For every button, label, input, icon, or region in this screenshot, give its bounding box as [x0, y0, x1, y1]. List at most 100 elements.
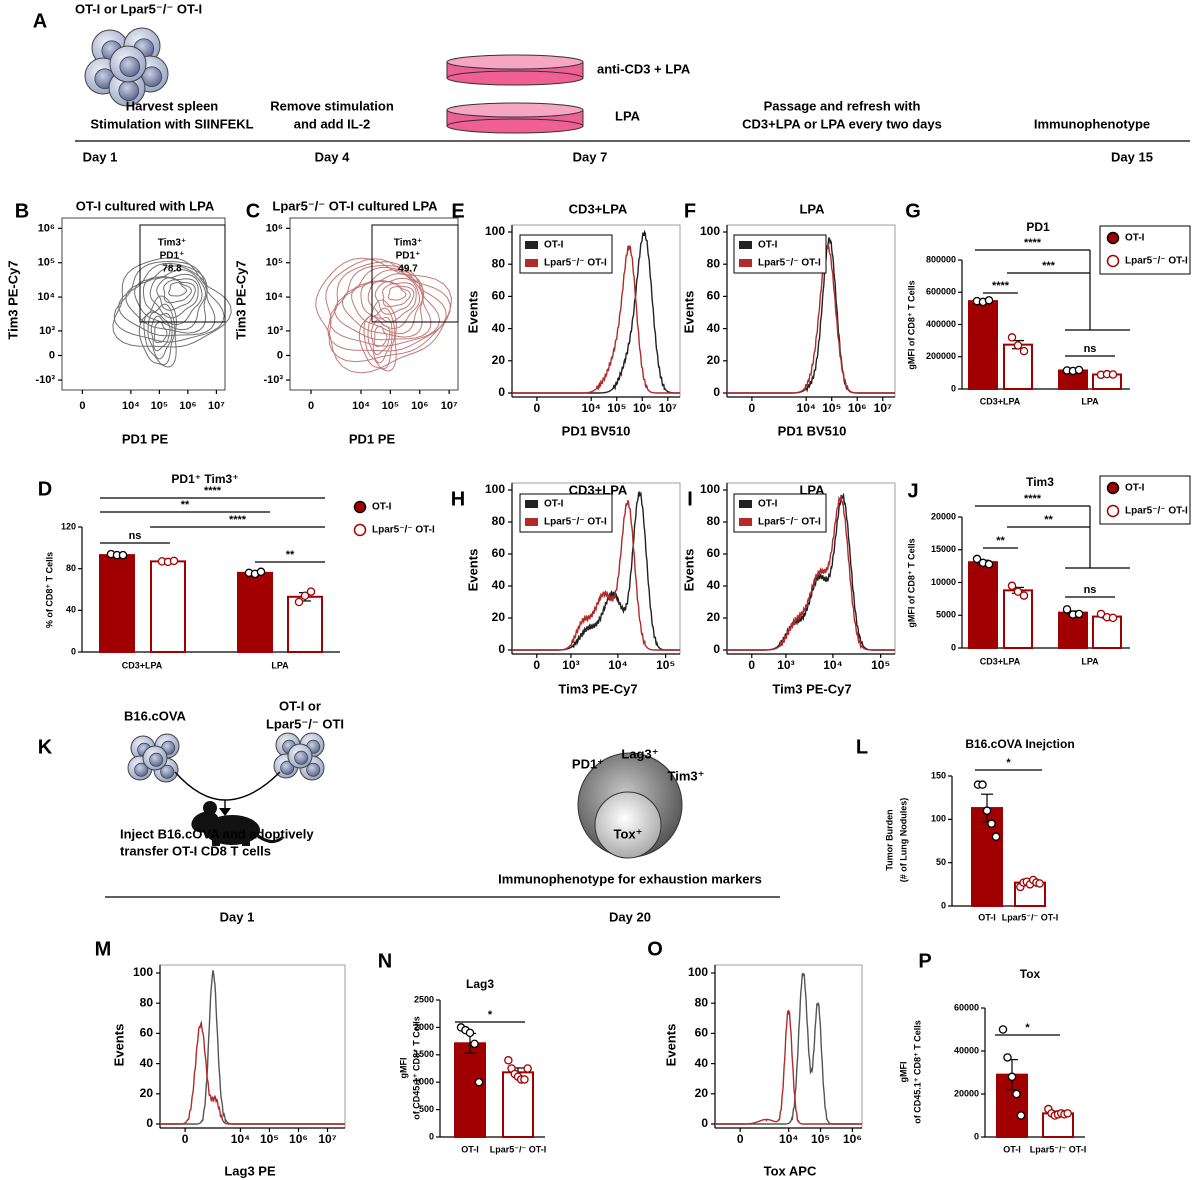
x-tick-label: LPA: [1081, 396, 1099, 406]
x-axis-label: PD1 PE: [122, 431, 169, 446]
y-tick-label: 0: [498, 642, 505, 656]
panel-title: LPA: [799, 201, 825, 216]
contour: [156, 276, 196, 311]
panel-letter: J: [907, 480, 918, 502]
y-tick-label: 15000: [931, 544, 956, 554]
dish-label: anti-CD3 + LPA: [597, 61, 691, 76]
panel-title: OT-I cultured with LPA: [76, 198, 215, 213]
legend-label: Lpar5⁻/⁻ OT-I: [1125, 256, 1188, 267]
step-text: and add IL-2: [294, 116, 371, 131]
y-tick-label: 100: [485, 224, 505, 238]
y-tick-label: 0: [941, 900, 946, 910]
panel-title: Lag3: [466, 977, 494, 991]
legend-marker: [1106, 231, 1120, 245]
histogram-curve: [715, 1009, 862, 1125]
tcell-label: OT-I or: [279, 698, 321, 713]
cell-cluster: [273, 732, 325, 781]
step-text: Passage and refresh with: [764, 98, 921, 113]
x-tick-label: CD3+LPA: [980, 656, 1021, 666]
contour: [150, 315, 171, 352]
y-tick-label: 0: [498, 385, 505, 399]
panel-letter: D: [38, 478, 52, 500]
x-tick-label: 10⁵: [260, 1132, 279, 1146]
significance-label: **: [1044, 514, 1053, 526]
bar: [237, 571, 273, 653]
significance-label: *: [488, 1009, 493, 1021]
x-tick-label: 10⁴: [608, 658, 627, 672]
panel-letter: G: [905, 200, 921, 222]
y-tick-label: 0: [713, 642, 720, 656]
contour: [142, 273, 203, 326]
gate-value: 49.7: [398, 264, 418, 275]
y-tick-label: 500: [419, 1104, 434, 1114]
x-tick-label: 10⁵: [607, 401, 626, 415]
panel-title: B16.cOVA Inejction: [965, 737, 1074, 751]
y-axis-label: % of CD8⁺ T Cells: [44, 552, 54, 628]
data-point: [991, 832, 1001, 841]
legend-label: OT-I: [1125, 483, 1145, 494]
x-tick-label: 10⁶: [411, 400, 428, 412]
significance-label: ns: [129, 530, 142, 542]
data-point: [520, 1075, 529, 1084]
histogram-curve: [512, 500, 680, 651]
x-tick-label: 10⁷: [874, 401, 892, 415]
y-tick-label: 200000: [926, 351, 956, 361]
y-tick-label: 80: [707, 256, 721, 270]
data-point: [972, 554, 982, 564]
data-point: [1013, 587, 1023, 596]
step-text: Inject B16.cOVA and adoptively: [120, 826, 314, 841]
y-axis-label: gMFI: [398, 1058, 408, 1079]
y-axis-label: gMFI: [898, 1062, 908, 1083]
contour: [374, 280, 415, 315]
contour: [112, 257, 232, 348]
data-point: [306, 587, 316, 596]
y-tick-label: 50: [936, 857, 946, 867]
data-point: [1007, 333, 1017, 342]
y-axis-label: Events: [111, 1024, 126, 1067]
y-tick-label: 60: [140, 1026, 154, 1040]
plot-frame: [289, 217, 459, 391]
marker-label: Lag3⁺: [621, 746, 658, 761]
contour: [387, 286, 407, 301]
data-point: [1108, 613, 1118, 623]
x-tick-label: 0: [533, 658, 540, 672]
x-tick-label: 10⁴: [352, 400, 370, 412]
x-tick-label: 10⁴: [823, 658, 842, 672]
histogram-curve: [160, 970, 345, 1125]
x-tick-label: CD3+LPA: [980, 396, 1021, 406]
data-point: [1108, 370, 1118, 379]
data-point: [1019, 591, 1029, 600]
data-point: [300, 591, 310, 601]
bar: [971, 807, 1003, 907]
data-point: [984, 559, 994, 569]
histogram-curve: [160, 1020, 345, 1125]
contour: [138, 295, 177, 368]
y-tick-label: 60: [492, 546, 506, 560]
panel-letter: K: [38, 736, 53, 758]
day-label: Day 20: [609, 909, 651, 924]
y-tick-label: 0: [277, 349, 283, 361]
step-text: Remove stimulation: [270, 98, 394, 113]
contour: [367, 316, 393, 364]
y-tick-label: 0: [701, 1116, 708, 1130]
x-tick-label: 10⁴: [582, 401, 601, 415]
day-label: Day 4: [315, 149, 350, 164]
x-tick-label: Lpar5⁻/⁻ OT-I: [1002, 912, 1059, 922]
y-tick-label: 100: [133, 965, 153, 979]
y-tick-label: 40: [140, 1056, 154, 1070]
data-point: [1003, 1053, 1012, 1062]
tumor-label: B16.cOVA: [124, 708, 187, 723]
data-point: [474, 1077, 484, 1087]
y-tick-label: 0: [49, 349, 55, 361]
gate: [139, 224, 226, 323]
y-tick-label: 80: [492, 256, 506, 270]
data-point: [504, 1056, 513, 1065]
legend-label: OT-I: [544, 240, 564, 251]
y-tick-label: 40: [695, 1056, 709, 1070]
data-point: [984, 296, 994, 305]
marker-label: PD1⁺: [572, 756, 604, 771]
x-tick-label: 10⁵: [871, 658, 890, 672]
panel-letter: N: [378, 950, 392, 972]
bar: [1003, 589, 1033, 649]
y-tick-label: 10⁴: [37, 291, 55, 303]
